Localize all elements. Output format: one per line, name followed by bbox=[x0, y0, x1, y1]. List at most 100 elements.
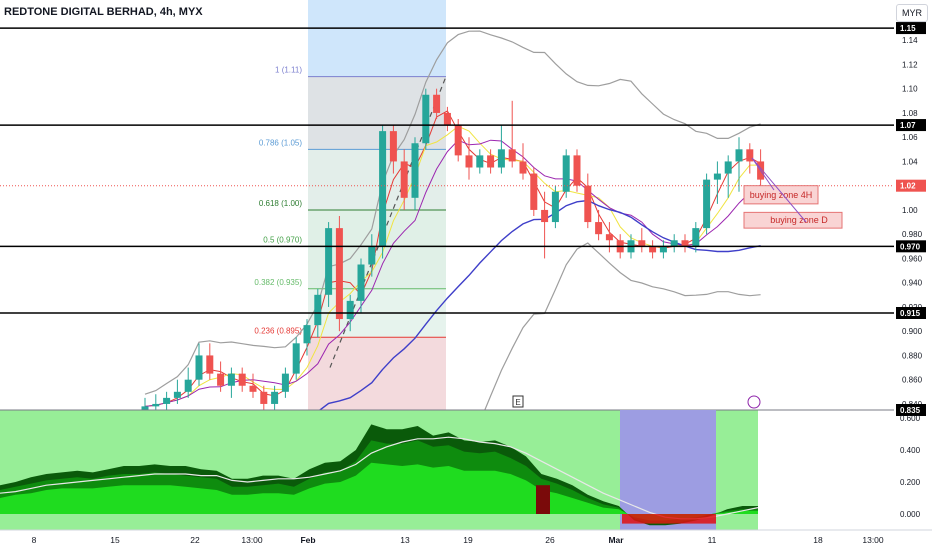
oscillator-negative-bars bbox=[622, 514, 716, 524]
candle-body bbox=[335, 228, 343, 320]
candle-body bbox=[443, 112, 451, 126]
candle-body bbox=[281, 373, 289, 392]
price-tick-label: 1.06 bbox=[902, 133, 918, 142]
candle-body bbox=[389, 131, 397, 162]
price-label-text: 0.915 bbox=[900, 309, 921, 318]
candle-body bbox=[681, 240, 689, 247]
candle-body bbox=[433, 94, 441, 113]
candle-body bbox=[346, 300, 354, 320]
candle-body bbox=[703, 179, 711, 229]
oscillator-dark-red-bar bbox=[536, 485, 550, 514]
price-tick-label: 0.980 bbox=[902, 230, 923, 239]
candle-body bbox=[195, 355, 203, 380]
currency-badge[interactable]: MYR bbox=[896, 4, 928, 22]
candle-body bbox=[206, 355, 214, 374]
earnings-marker-label: E bbox=[515, 398, 520, 407]
candle-body bbox=[357, 264, 365, 301]
oscillator-signal-line bbox=[0, 436, 759, 520]
price-tick-label: 1.04 bbox=[902, 157, 918, 166]
candle-body bbox=[519, 161, 527, 174]
buying-zone-box bbox=[743, 211, 843, 229]
dividend-icon bbox=[747, 395, 761, 409]
candle-body bbox=[659, 246, 667, 253]
candle-body bbox=[551, 191, 559, 223]
candle-body bbox=[670, 240, 678, 247]
candle-body bbox=[325, 228, 333, 295]
price-label-box bbox=[896, 404, 926, 416]
candle-body bbox=[184, 379, 192, 392]
fib-level-label: 0.236 (0.895) bbox=[254, 326, 302, 335]
fib-level-label: 0.382 (0.935) bbox=[254, 278, 302, 287]
fib-level-label: 0.786 (1.05) bbox=[259, 138, 302, 147]
candle-body bbox=[173, 391, 181, 398]
price-label-box bbox=[896, 119, 926, 132]
candle-body bbox=[735, 149, 743, 162]
ma-purple-line bbox=[144, 139, 761, 407]
time-tick-label: 26 bbox=[545, 535, 555, 545]
candle-body bbox=[724, 161, 732, 174]
fib-retracement: 1 (1.11) 0.786 (1.05) 0.618 (1.00) 0.5 (0.9… bbox=[254, 66, 447, 410]
arrow-line bbox=[751, 157, 807, 223]
chart-title: REDTONE DIGITAL BERHAD, 4h, MYX bbox=[4, 6, 203, 18]
candle-body bbox=[368, 246, 376, 265]
candle-body bbox=[163, 397, 171, 404]
candle-body bbox=[476, 155, 484, 168]
buying-zone-label: buying zone 4H bbox=[750, 190, 813, 200]
oscillator-highlight bbox=[620, 410, 716, 530]
candle-body bbox=[260, 391, 268, 404]
candle-body bbox=[562, 155, 570, 192]
time-tick-label: 13:00 bbox=[862, 535, 884, 545]
price-label-box bbox=[896, 179, 926, 192]
candle-body bbox=[746, 149, 754, 162]
oscillator-panel bbox=[0, 409, 894, 530]
candle-body bbox=[238, 373, 246, 386]
buying-zone-label: buying zone D bbox=[770, 215, 828, 225]
candle-body bbox=[217, 373, 225, 386]
price-label-text: 1.15 bbox=[900, 24, 916, 33]
price-label-box bbox=[896, 240, 926, 253]
candle-body bbox=[487, 155, 495, 168]
candle-body bbox=[638, 240, 646, 247]
time-tick-label: 19 bbox=[463, 535, 473, 545]
fib-zone bbox=[308, 149, 446, 210]
candle-body bbox=[713, 173, 721, 180]
time-tick-label: 8 bbox=[32, 535, 37, 545]
time-tick-label: 15 bbox=[110, 535, 120, 545]
candle-body bbox=[465, 155, 473, 168]
price-axis-background bbox=[896, 22, 932, 550]
candle-body bbox=[141, 406, 149, 410]
arrow-line bbox=[751, 157, 775, 191]
candle-body bbox=[422, 94, 430, 144]
time-tick-label: Mar bbox=[608, 535, 624, 545]
price-tick-label: 1.08 bbox=[902, 109, 918, 118]
candle-body bbox=[649, 246, 657, 253]
price-tick-label: 0.880 bbox=[902, 351, 923, 360]
time-tick-label: 11 bbox=[708, 535, 717, 545]
ma-fast-line bbox=[144, 110, 761, 407]
candle-body bbox=[508, 149, 516, 162]
candle-body bbox=[400, 161, 408, 198]
time-tick-label: 13:00 bbox=[241, 535, 263, 545]
candle-body bbox=[314, 294, 322, 326]
fib-level-label: 0.5 (0.970) bbox=[263, 235, 302, 244]
candle-body bbox=[379, 131, 387, 247]
price-tick-label: 0.940 bbox=[902, 279, 923, 288]
oscillator-area-inner bbox=[0, 462, 758, 521]
time-tick-label: Feb bbox=[300, 535, 315, 545]
candle-body bbox=[271, 391, 279, 404]
candle-body bbox=[692, 228, 700, 247]
osc-tick-label: 0.200 bbox=[900, 478, 921, 487]
fib-level-label: 1 (1.11) bbox=[275, 66, 302, 75]
candle-body bbox=[454, 125, 462, 156]
time-tick-label: 18 bbox=[813, 535, 823, 545]
candle-body bbox=[530, 173, 538, 210]
candle-body bbox=[595, 222, 603, 235]
candle-body bbox=[605, 234, 613, 241]
price-label-box bbox=[896, 307, 926, 319]
time-tick-label: 22 bbox=[190, 535, 200, 545]
candle-body bbox=[573, 155, 581, 186]
candle-body bbox=[584, 185, 592, 223]
price-label-text: 1.07 bbox=[900, 121, 916, 130]
price-axis: 0.8400.8600.8800.9000.9200.9400.9600.980… bbox=[896, 22, 932, 550]
